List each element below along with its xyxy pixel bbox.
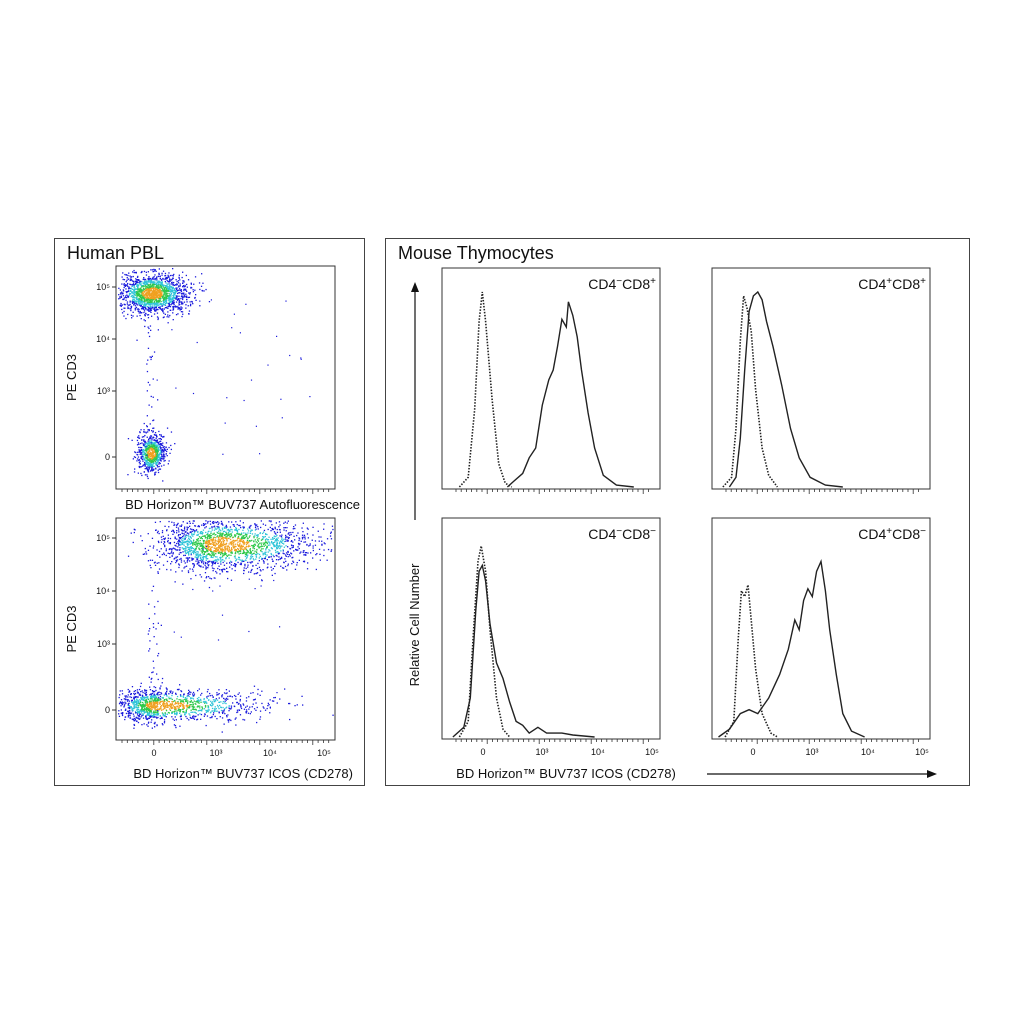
hist-cd4neg-cd8neg-frame bbox=[441, 517, 661, 740]
hist-cd4pos-cd8neg-isotype-line bbox=[724, 584, 778, 738]
pbl-icos-plot: 10⁵ 10⁴ 10³ 0 0 10³ 10⁴ 10⁵ PE CD3 BD Horizon™ BU… bbox=[64, 517, 353, 781]
pbl-autofluorescence-ylabel: PE CD3 bbox=[64, 354, 79, 401]
hist-cd4neg-cd8pos-label: CD4−CD8+ bbox=[588, 276, 656, 293]
hist-cd4neg-cd8neg-stained-line bbox=[452, 563, 595, 738]
hist-cd4pos-cd8neg-plot: CD4+CD8− 0 10³ 10⁴ 10⁵ bbox=[711, 517, 931, 757]
pbl-icos-events bbox=[118, 520, 334, 733]
hist-cd4neg-cd8neg-label: CD4−CD8− bbox=[588, 526, 656, 543]
histogram-xlabel: BD Horizon™ BUV737 ICOS (CD278) bbox=[456, 766, 676, 781]
hist-cd4pos-cd8pos-label: CD4+CD8+ bbox=[858, 276, 926, 293]
pbl-icos-ytick: 10³ bbox=[97, 639, 110, 649]
hist-cd4neg-cd8neg-xtick: 0 bbox=[480, 747, 485, 757]
pbl-icos-ytick: 0 bbox=[105, 705, 110, 715]
hist-cd4pos-cd8neg-xtick: 10⁴ bbox=[861, 747, 875, 757]
hist-cd4pos-cd8pos-stained-line bbox=[728, 290, 843, 488]
pbl-icos-xlabel: BD Horizon™ BUV737 ICOS (CD278) bbox=[133, 766, 353, 781]
hist-cd4neg-cd8pos-isotype-line bbox=[458, 291, 513, 488]
hist-cd4pos-cd8pos-plot: CD4+CD8+ bbox=[711, 267, 931, 494]
hist-cd4neg-cd8pos-frame bbox=[441, 267, 661, 490]
hist-cd4pos-cd8neg-label: CD4+CD8− bbox=[858, 526, 926, 543]
pbl-autofluorescence-ytick: 10³ bbox=[97, 386, 110, 396]
human-pbl-title: Human PBL bbox=[67, 243, 165, 263]
hist-cd4pos-cd8neg-xtick: 10³ bbox=[805, 747, 818, 757]
histogram-ylabel: Relative Cell Number bbox=[407, 563, 422, 686]
pbl-autofluorescence-events bbox=[118, 268, 311, 482]
pbl-autofluorescence-plot: 10⁵ 10⁴ 10³ 0 PE CD3 BD Horizon™ BUV737 Autof… bbox=[64, 265, 360, 512]
pbl-icos-ytick: 10⁵ bbox=[96, 533, 110, 543]
hist-cd4pos-cd8pos-frame bbox=[711, 267, 931, 490]
hist-cd4pos-cd8neg-stained-line bbox=[718, 559, 865, 738]
hist-cd4neg-cd8neg-plot: CD4−CD8− 0 10³ 10⁴ 10⁵ bbox=[441, 517, 661, 757]
histogram-axes: Relative Cell Number BD Horizon™ BUV737 I… bbox=[407, 282, 937, 781]
pbl-autofluorescence-ytick: 0 bbox=[105, 452, 110, 462]
hist-cd4pos-cd8pos-isotype-line bbox=[722, 295, 779, 488]
y-axis-arrowhead bbox=[411, 282, 419, 292]
mouse-thymocytes-title: Mouse Thymocytes bbox=[398, 243, 554, 263]
hist-cd4neg-cd8neg-xtick: 10⁵ bbox=[645, 747, 659, 757]
hist-cd4neg-cd8pos-stained-line bbox=[506, 301, 634, 488]
x-axis-arrowhead bbox=[927, 770, 937, 778]
pbl-icos-xtick: 10⁴ bbox=[263, 748, 277, 758]
pbl-autofluorescence-ytick: 10⁴ bbox=[96, 334, 110, 344]
pbl-icos-xtick: 10⁵ bbox=[317, 748, 331, 758]
hist-cd4neg-cd8pos-plot: CD4−CD8+ bbox=[441, 267, 661, 494]
hist-cd4pos-cd8neg-xtick: 10⁵ bbox=[915, 747, 929, 757]
pbl-icos-ylabel: PE CD3 bbox=[64, 606, 79, 653]
pbl-icos-xtick: 10³ bbox=[209, 748, 222, 758]
hist-cd4neg-cd8neg-xtick: 10⁴ bbox=[591, 747, 605, 757]
hist-cd4neg-cd8neg-isotype-line bbox=[458, 545, 511, 738]
hist-cd4neg-cd8neg-xtick: 10³ bbox=[535, 747, 548, 757]
pbl-icos-ytick: 10⁴ bbox=[96, 586, 110, 596]
hist-cd4pos-cd8neg-xtick: 0 bbox=[750, 747, 755, 757]
hist-cd4pos-cd8neg-frame bbox=[711, 517, 931, 740]
pbl-autofluorescence-ytick: 10⁵ bbox=[96, 282, 110, 292]
pbl-icos-xtick: 0 bbox=[151, 748, 156, 758]
pbl-autofluorescence-xlabel: BD Horizon™ BUV737 Autofluorescence bbox=[125, 497, 360, 512]
